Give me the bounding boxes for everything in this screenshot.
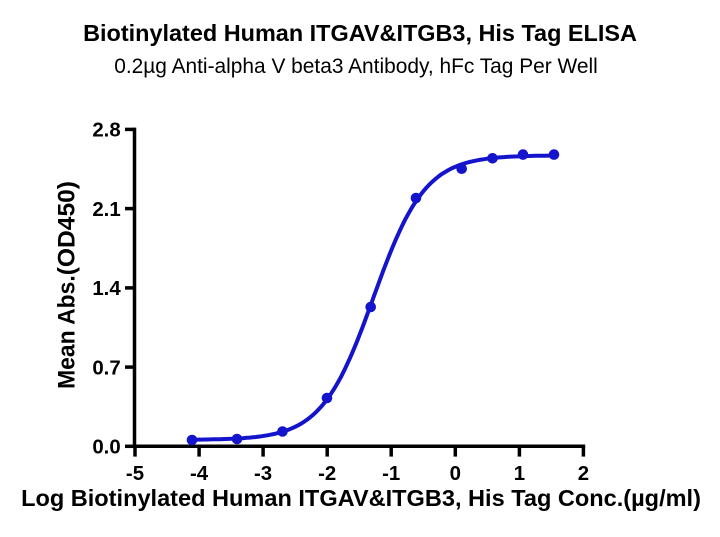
svg-text:Biotinylated Human ITGAV&ITGB3: Biotinylated Human ITGAV&ITGB3, His Tag …	[83, 20, 637, 46]
svg-text:1: 1	[514, 463, 525, 485]
svg-text:(OD450): (OD450)	[55, 181, 81, 275]
svg-text:Mean Abs.: Mean Abs.	[55, 275, 81, 389]
svg-text:0.0: 0.0	[92, 437, 120, 459]
svg-text:1.4: 1.4	[92, 278, 121, 300]
svg-text:Log Biotinylated Human ITGAV&I: Log Biotinylated Human ITGAV&ITGB3, His …	[21, 485, 701, 511]
svg-text:-2: -2	[318, 463, 336, 485]
svg-text:-4: -4	[190, 463, 209, 485]
svg-text:-1: -1	[382, 463, 400, 485]
svg-text:2.8: 2.8	[92, 120, 120, 142]
svg-text:2: 2	[578, 463, 589, 485]
svg-text:-3: -3	[254, 463, 272, 485]
svg-text:-5: -5	[126, 463, 144, 485]
svg-text:0.2µg Anti-alpha V beta3 Antib: 0.2µg Anti-alpha V beta3 Antibody, hFc T…	[114, 55, 598, 78]
svg-text:0: 0	[450, 463, 461, 485]
svg-text:0.7: 0.7	[92, 357, 120, 379]
svg-text:2.1: 2.1	[92, 199, 120, 221]
